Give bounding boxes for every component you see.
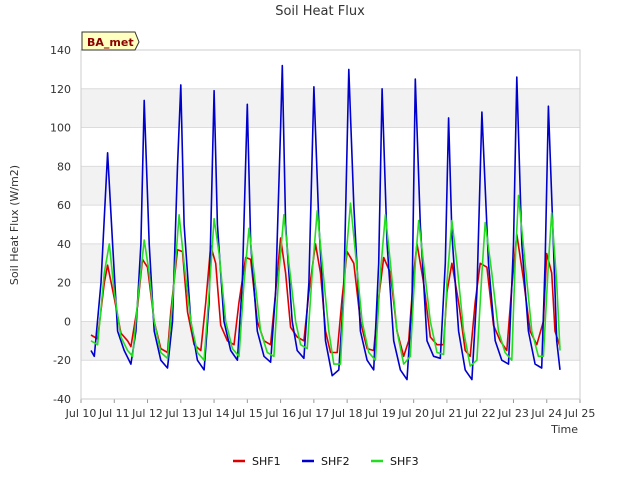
y-tick-label: 20	[57, 277, 71, 290]
legend-label-shf1: SHF1	[252, 455, 281, 468]
x-axis-label: Time	[550, 423, 578, 436]
x-tick-label: Jul 12	[131, 407, 163, 420]
badge-shape	[81, 31, 140, 51]
series-line-shf2	[90, 64, 561, 381]
chart-title: Soil Heat Flux	[275, 4, 365, 19]
x-tick-label: Jul 23	[497, 407, 529, 420]
x-tick-label: Jul 18	[331, 407, 363, 420]
y-tick-label: 0	[64, 315, 71, 328]
x-tick-label: Jul 10	[65, 407, 97, 420]
y-axis-label: Soil Heat Flux (W/m2)	[8, 165, 21, 285]
plot-background	[81, 50, 580, 399]
y-tick-label: -40	[53, 393, 71, 406]
x-tick-label: Jul 19	[364, 407, 396, 420]
plot-frame	[80, 49, 581, 400]
plot-band	[81, 243, 580, 283]
plot-band	[81, 166, 580, 206]
x-tick-label: Jul 11	[98, 407, 130, 420]
legend-label-shf3: SHF3	[390, 455, 419, 468]
x-tick-label: Jul 13	[164, 407, 196, 420]
series-line-shf3	[90, 194, 561, 367]
y-tick-label: 40	[57, 238, 71, 251]
x-tick-label: Jul 25	[564, 407, 596, 420]
y-tick-label: -20	[53, 354, 71, 367]
y-tick-label: 120	[50, 83, 71, 96]
site-badge: BA_met	[81, 31, 140, 51]
legend-label-shf2: SHF2	[321, 455, 350, 468]
x-tick-label: Jul 20	[397, 407, 429, 420]
badge-label: BA_met	[87, 36, 134, 49]
x-tick-label: Jul 17	[297, 407, 329, 420]
y-tick-label: 80	[57, 160, 71, 173]
x-tick-label: Jul 22	[464, 407, 496, 420]
plot-band	[81, 88, 580, 128]
x-tick-label: Jul 15	[231, 407, 263, 420]
y-tick-label: 100	[50, 122, 71, 135]
legend: SHF1 SHF2 SHF3	[233, 455, 419, 468]
data-series	[90, 64, 561, 381]
x-tick-label: Jul 21	[431, 407, 463, 420]
y-tick-label: 140	[50, 44, 71, 57]
y-tick-label: 60	[57, 199, 71, 212]
x-tick-label: Jul 16	[264, 407, 296, 420]
x-tick-label: Jul 14	[198, 407, 230, 420]
x-tick-label: Jul 24	[530, 407, 562, 420]
